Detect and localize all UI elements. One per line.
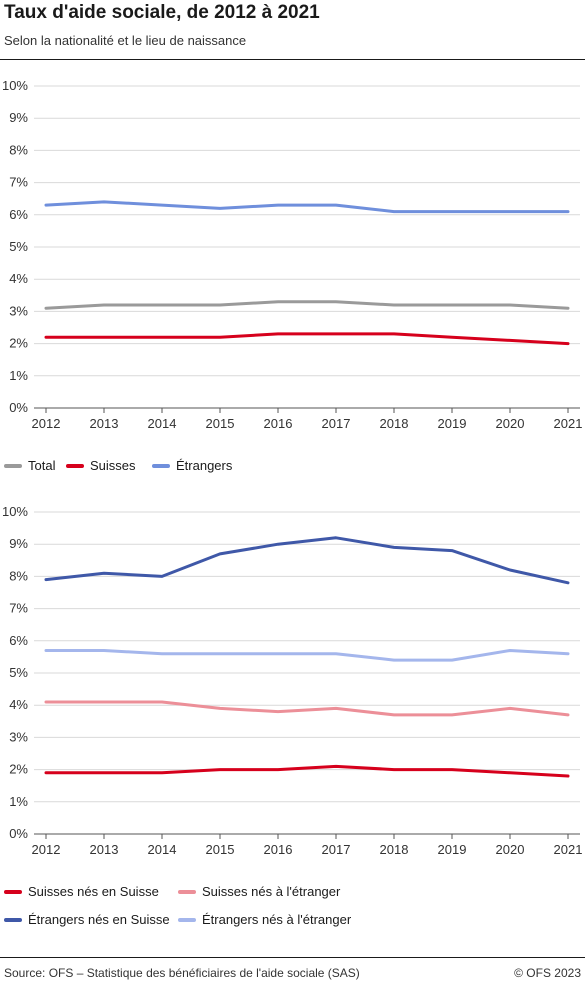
x-tick-label: 2013 xyxy=(90,842,119,857)
y-tick-label: 5% xyxy=(9,239,28,254)
y-tick-label: 1% xyxy=(9,794,28,809)
x-tick-label: 2015 xyxy=(206,842,235,857)
y-tick-label: 5% xyxy=(9,665,28,680)
x-tick-label: 2014 xyxy=(148,842,177,857)
legend-item: Suisses nés en Suisse xyxy=(4,884,159,899)
y-tick-label: 3% xyxy=(9,303,28,318)
legend-swatch xyxy=(4,917,22,922)
y-tick-label: 10% xyxy=(2,78,28,93)
legend-item: Étrangers nés à l'étranger xyxy=(178,912,351,927)
y-tick-label: 1% xyxy=(9,368,28,383)
x-tick-label: 2021 xyxy=(554,416,583,431)
legend-swatch xyxy=(4,463,22,468)
series-line-trangers-n-s-en-suisse xyxy=(44,536,570,585)
x-tick-label: 2021 xyxy=(554,842,583,857)
legend-label: Total xyxy=(28,458,56,473)
y-tick-label: 4% xyxy=(9,271,28,286)
chart-lieu-de-naissance: 0% 1% 2% 3% 4% 5% 6% 7% 8% 9% 10% 2012 2013 2014 2015 2… xyxy=(2,504,583,857)
y-tick-label: 8% xyxy=(9,568,28,583)
x-tick-label: 2014 xyxy=(148,416,177,431)
top-rule xyxy=(0,59,585,60)
source-note: Source: OFS – Statistique des bénéficiai… xyxy=(4,966,360,980)
legend-swatch xyxy=(178,917,196,922)
legend-label: Suisses nés à l'étranger xyxy=(202,884,341,899)
y-tick-label: 0% xyxy=(9,826,28,841)
y-tick-label: 7% xyxy=(9,175,28,190)
y-tick-label: 4% xyxy=(9,697,28,712)
legend-item: Étrangers xyxy=(152,458,232,473)
y-tick-label: 9% xyxy=(9,110,28,125)
x-tick-label: 2019 xyxy=(438,842,467,857)
series-line-suisses-n-s-en-suisse xyxy=(44,764,570,778)
chart-total-suisses-etrangers: 0% 1% 2% 3% 4% 5% 6% 7% 8% 9% 10% 2012 2013 2014 2015 2… xyxy=(2,78,583,431)
legend-item: Total xyxy=(4,458,55,473)
bottom-rule xyxy=(0,957,585,958)
legend-label: Étrangers nés à l'étranger xyxy=(202,912,352,927)
series-line-total xyxy=(44,300,570,310)
y-tick-label: 10% xyxy=(2,504,28,519)
y-tick-label: 2% xyxy=(9,336,28,351)
legend-label: Étrangers xyxy=(176,458,233,473)
legend-chart-1: Total Suisses Étrangers xyxy=(0,458,585,478)
legend-swatch xyxy=(152,463,170,468)
legend-label: Suisses nés en Suisse xyxy=(28,884,159,899)
x-tick-label: 2016 xyxy=(264,842,293,857)
legend-item: Suisses nés à l'étranger xyxy=(178,884,340,899)
series-line-suisses xyxy=(44,332,570,346)
y-tick-label: 7% xyxy=(9,601,28,616)
y-tick-label: 8% xyxy=(9,142,28,157)
legend-label: Suisses xyxy=(90,458,136,473)
legend-swatch xyxy=(4,889,22,894)
x-tick-label: 2016 xyxy=(264,416,293,431)
y-tick-label: 3% xyxy=(9,729,28,744)
x-tick-label: 2018 xyxy=(380,416,409,431)
x-tick-label: 2013 xyxy=(90,416,119,431)
copyright-note: © OFS 2023 xyxy=(514,966,581,980)
chart-title: Taux d'aide sociale, de 2012 à 2021 xyxy=(4,2,320,23)
x-tick-label: 2020 xyxy=(496,842,525,857)
x-tick-label: 2012 xyxy=(32,842,61,857)
legend-label: Étrangers nés en Suisse xyxy=(28,912,170,927)
y-tick-label: 9% xyxy=(9,536,28,551)
legend-swatch xyxy=(66,463,84,468)
series-line-trangers xyxy=(44,200,570,214)
x-tick-label: 2012 xyxy=(32,416,61,431)
x-tick-label: 2017 xyxy=(322,842,351,857)
chart-subtitle: Selon la nationalité et le lieu de naiss… xyxy=(4,33,247,48)
x-tick-label: 2020 xyxy=(496,416,525,431)
series-line-trangers-n-s-l-tranger xyxy=(44,649,570,662)
x-tick-label: 2019 xyxy=(438,416,467,431)
x-tick-label: 2017 xyxy=(322,416,351,431)
legend-item: Suisses xyxy=(66,458,136,473)
x-tick-label: 2015 xyxy=(206,416,235,431)
y-tick-label: 0% xyxy=(9,400,28,415)
series-line-suisses-n-s-l-tranger xyxy=(44,700,570,717)
legend-swatch xyxy=(178,889,196,894)
legend-item: Étrangers nés en Suisse xyxy=(4,912,170,927)
legend-chart-2: Suisses nés en Suisse Suisses nés à l'étr… xyxy=(0,884,585,934)
y-tick-label: 2% xyxy=(9,762,28,777)
y-tick-label: 6% xyxy=(9,633,28,648)
y-tick-label: 6% xyxy=(9,207,28,222)
x-tick-label: 2018 xyxy=(380,842,409,857)
